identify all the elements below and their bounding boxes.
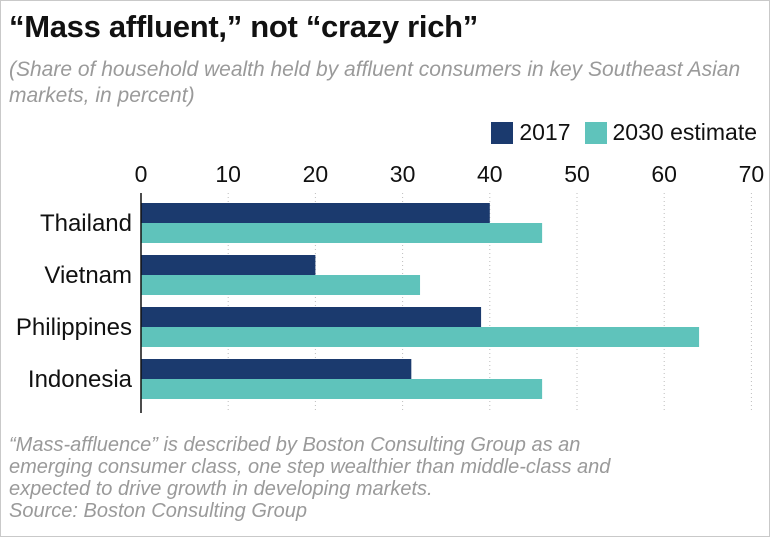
bar [141, 275, 421, 295]
chart-subtitle: (Share of household wealth held by afflu… [9, 58, 741, 107]
footnote-line-3: expected to drive growth in developing m… [9, 478, 433, 500]
legend-label-2030: 2030 estimate [612, 119, 757, 145]
legend: 2017 2030 estimate [477, 119, 757, 146]
bar-chart: 0 10 20 30 40 50 60 70 Thailand Vietnam Philippine… [16, 161, 765, 413]
bar [141, 307, 482, 327]
x-tick-label: 70 [739, 161, 765, 187]
bar [141, 203, 490, 223]
legend-swatch-2017 [491, 121, 514, 144]
bar [141, 359, 412, 379]
x-tick-label: 60 [651, 161, 677, 187]
source-note: Source: Boston Consulting Group [9, 500, 307, 522]
bar [141, 327, 700, 347]
bar [141, 255, 316, 275]
legend-item-2030: 2030 estimate [584, 119, 757, 146]
x-tick-label: 50 [564, 161, 590, 187]
bar [141, 223, 543, 243]
bar [141, 379, 543, 399]
footnote: “Mass-affluence” is described by Boston … [9, 434, 761, 522]
x-tick-label: 0 [135, 161, 148, 187]
x-tick-label: 40 [477, 161, 503, 187]
x-tick-label: 20 [303, 161, 329, 187]
legend-label-2017: 2017 [519, 119, 571, 145]
x-tick-label: 30 [390, 161, 416, 187]
legend-item-2017: 2017 [491, 119, 571, 146]
footnote-line-2: emerging consumer class, one step wealth… [9, 456, 611, 478]
legend-swatch-2030 [584, 121, 607, 144]
category-label: Vietnam [44, 262, 132, 289]
category-label: Philippines [16, 314, 132, 341]
category-label: Indonesia [28, 366, 133, 393]
x-tick-label: 10 [215, 161, 241, 187]
chart-title: “Mass affluent,” not “crazy rich” [9, 9, 478, 44]
footnote-line-1: “Mass-affluence” is described by Boston … [9, 434, 581, 456]
category-label: Thailand [40, 210, 132, 237]
